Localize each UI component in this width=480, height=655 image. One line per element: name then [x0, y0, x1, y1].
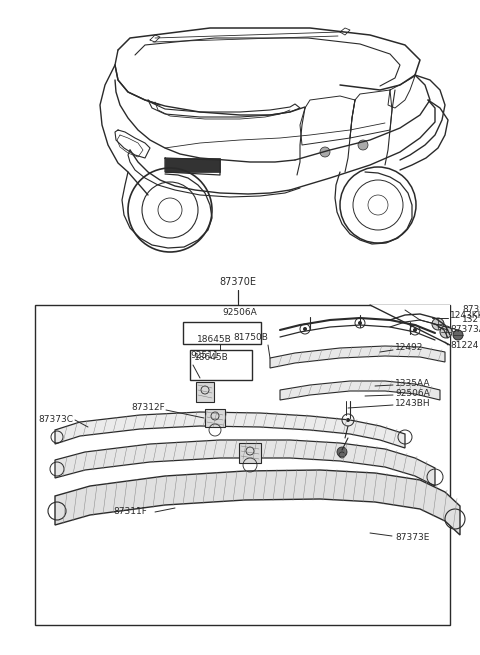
Circle shape	[413, 328, 417, 332]
Text: 92506A: 92506A	[395, 388, 430, 398]
Circle shape	[303, 327, 307, 331]
Text: 87373E: 87373E	[395, 534, 430, 542]
Text: 81224: 81224	[450, 341, 479, 350]
Bar	[190, 350, 252, 380]
Polygon shape	[165, 158, 220, 172]
Circle shape	[440, 326, 452, 338]
Polygon shape	[55, 412, 405, 448]
Text: 87393: 87393	[462, 305, 480, 314]
Text: 87373C: 87373C	[38, 415, 73, 424]
Text: 1327AA: 1327AA	[462, 316, 480, 324]
Text: 92511: 92511	[190, 351, 218, 360]
Text: 92506A: 92506A	[223, 308, 257, 317]
Circle shape	[432, 318, 444, 330]
Circle shape	[358, 140, 368, 150]
Polygon shape	[370, 305, 450, 345]
Polygon shape	[270, 346, 445, 368]
Text: 1243KH: 1243KH	[450, 312, 480, 320]
Bar	[205, 409, 225, 427]
Circle shape	[358, 321, 362, 325]
Bar	[239, 443, 261, 463]
Circle shape	[453, 330, 463, 340]
Text: 87311F: 87311F	[113, 508, 147, 517]
Bar	[196, 382, 214, 402]
Polygon shape	[280, 381, 440, 400]
Polygon shape	[55, 470, 460, 535]
Polygon shape	[55, 440, 435, 486]
Text: 12492: 12492	[395, 343, 423, 352]
Text: 18645B: 18645B	[194, 354, 229, 362]
Text: 81750B: 81750B	[233, 333, 268, 342]
Bar	[35, 305, 450, 625]
Text: 1335AA: 1335AA	[395, 379, 431, 388]
Bar	[183, 322, 261, 344]
Text: 87370E: 87370E	[219, 277, 256, 287]
Circle shape	[337, 447, 347, 457]
Circle shape	[320, 147, 330, 157]
Text: 18645B: 18645B	[197, 335, 232, 344]
Text: 87373A: 87373A	[450, 326, 480, 335]
Text: 1243BH: 1243BH	[395, 398, 431, 407]
Text: 87312F: 87312F	[131, 403, 165, 411]
Circle shape	[346, 418, 350, 422]
